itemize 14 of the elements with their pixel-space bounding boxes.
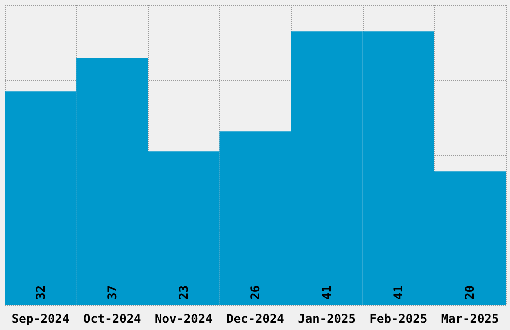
x-tick-label: Feb-2025: [370, 312, 428, 326]
x-tick-label: Dec-2024: [226, 312, 284, 326]
x-tick-label: Mar-2025: [441, 312, 500, 326]
data-label: 41: [320, 286, 334, 300]
data-label: 26: [248, 286, 262, 300]
data-label: 37: [105, 286, 120, 300]
x-tick-label: Sep-2024: [12, 312, 70, 326]
data-label: 41: [392, 286, 406, 300]
x-tick-label: Jan-2025: [298, 312, 356, 326]
data-label: 20: [463, 286, 478, 300]
x-tick-label: Oct-2024: [83, 312, 142, 326]
x-tick-label: Nov-2024: [155, 312, 213, 326]
data-label: 23: [176, 286, 191, 300]
data-label: 32: [34, 286, 48, 300]
